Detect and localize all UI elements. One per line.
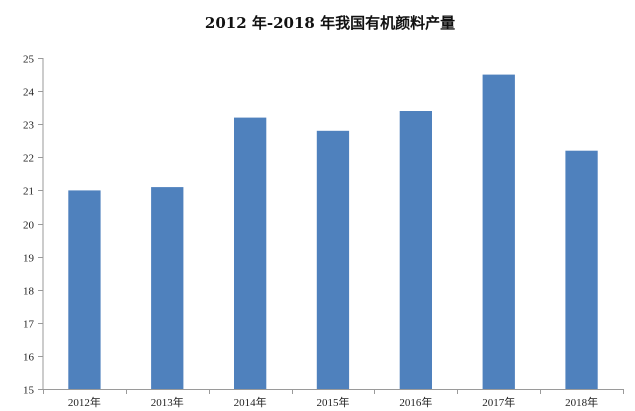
bar-2015年 [316, 130, 350, 390]
bar-2016年 [399, 111, 432, 389]
bar-2018年 [565, 150, 598, 389]
y-tick-label: 21 [23, 186, 34, 198]
x-tick-label: 2014年 [234, 395, 267, 409]
bar-series [68, 74, 598, 390]
y-tick-label: 16 [23, 352, 35, 364]
x-tick-label: 2013年 [151, 395, 184, 409]
y-tick-label: 17 [23, 319, 35, 331]
x-tick-label: 2015年 [317, 395, 350, 409]
x-tick-label: 2016年 [399, 395, 432, 409]
chart-title: 2012 年-2018 年我国有机颜料产量 [205, 14, 455, 32]
y-tick-label: 19 [23, 253, 35, 265]
bar-2017年 [482, 74, 515, 389]
bar-2013年 [151, 187, 184, 389]
bar-2012年 [68, 190, 101, 389]
y-tick-label: 15 [23, 385, 35, 397]
y-tick-label: 25 [23, 54, 35, 66]
y-tick-label: 24 [23, 87, 35, 99]
bar-2014年 [234, 117, 267, 389]
y-tick-label: 22 [23, 153, 34, 165]
y-tick-label: 18 [23, 286, 35, 298]
y-tick-label: 23 [23, 120, 35, 132]
x-axis: 2012年 2013年 2014年 2015年 2016年 2017年 2018年 [43, 389, 624, 409]
y-axis: 15 16 17 18 19 20 21 22 23 24 25 [23, 54, 44, 397]
y-tick-label: 20 [23, 220, 35, 232]
x-tick-label: 2012年 [68, 395, 101, 409]
x-tick-label: 2017年 [482, 395, 515, 409]
x-tick-label: 2018年 [565, 395, 598, 409]
